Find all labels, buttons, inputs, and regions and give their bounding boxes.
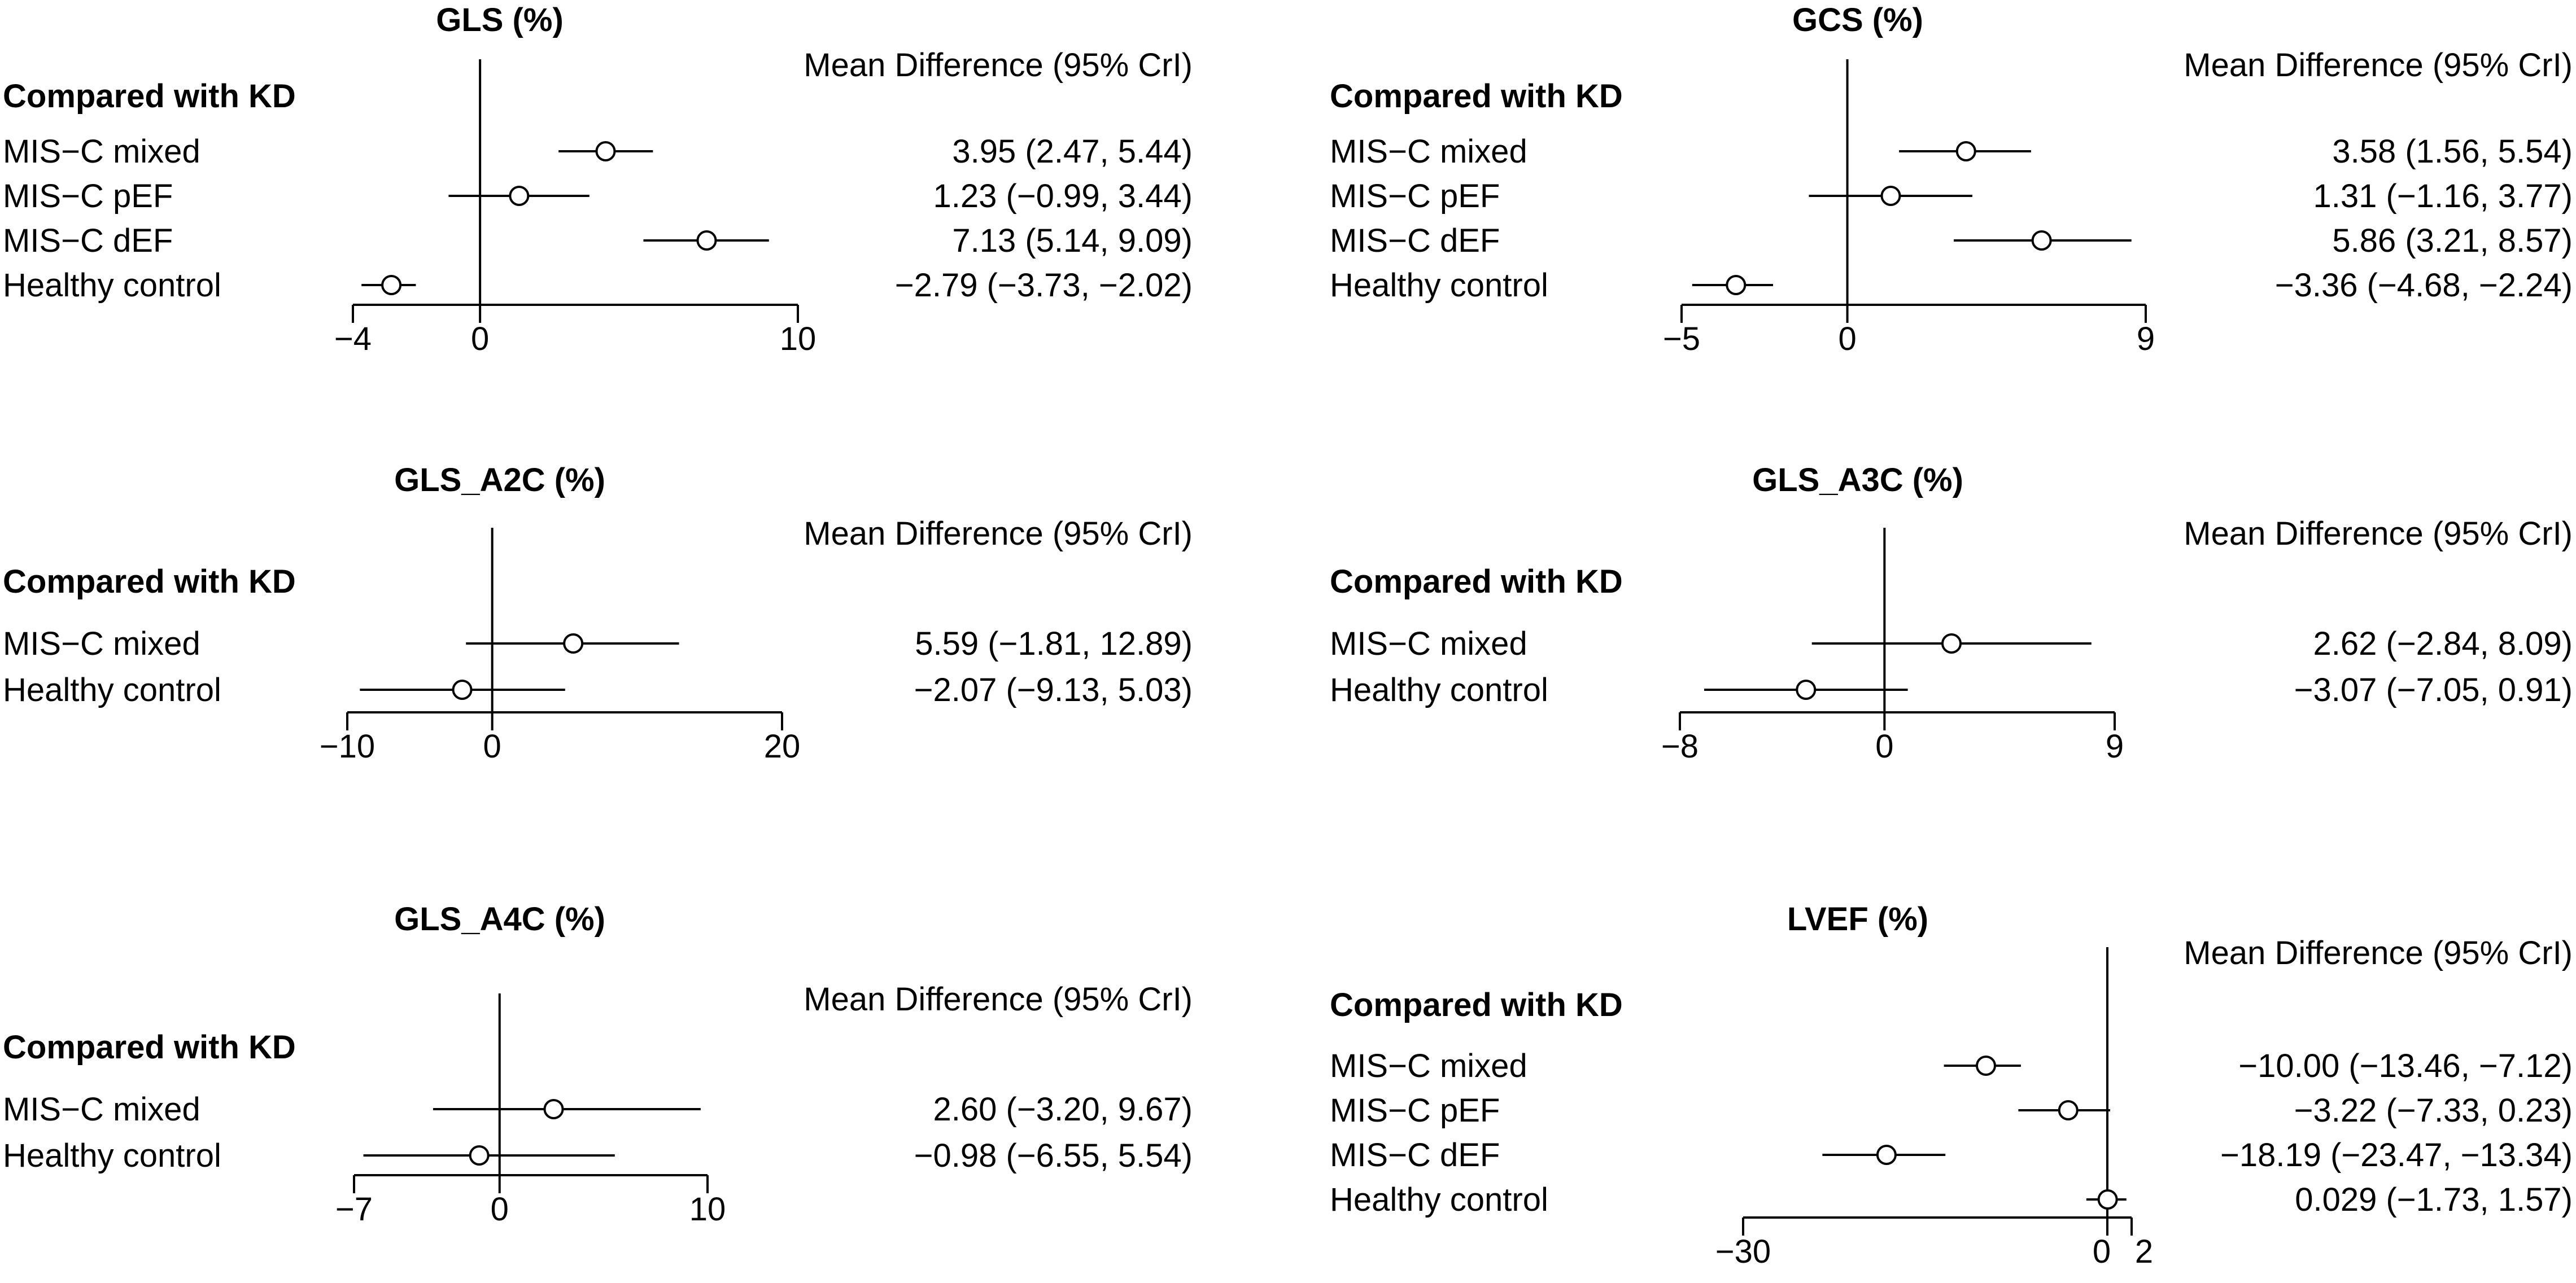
- row-value-text: −3.22 (−7.33, 0.23): [2294, 1092, 2573, 1129]
- x-tick-label: −7: [335, 1191, 373, 1228]
- row-value-text: 3.95 (2.47, 5.44): [952, 133, 1193, 170]
- row-label: MIS−C pEF: [3, 178, 173, 214]
- panel-title: GLS_A4C (%): [394, 901, 605, 938]
- row-label: Healthy control: [3, 267, 221, 304]
- panel-title: GLS_A3C (%): [1752, 462, 1963, 498]
- x-tick-label: 0: [2093, 1233, 2111, 1270]
- estimate-point: [1955, 141, 1976, 161]
- row-label: MIS−C mixed: [3, 1091, 200, 1128]
- estimate-point: [1880, 186, 1901, 206]
- x-tick-label: 0: [1875, 728, 1893, 765]
- group-heading: Compared with KD: [3, 1029, 296, 1066]
- forest-panel: GLS_A4C (%) Mean Difference (95% CrI) Comp…: [3, 901, 1193, 1228]
- group-heading: Compared with KD: [1330, 78, 1623, 115]
- row-label: Healthy control: [3, 1137, 221, 1174]
- row-label: MIS−C dEF: [3, 222, 173, 259]
- row-value-text: −2.07 (−9.13, 5.03): [914, 672, 1193, 708]
- estimate-point: [563, 633, 584, 654]
- estimate-point: [543, 1099, 564, 1119]
- forest-panel: GLS (%) Mean Difference (95% CrI) Compared…: [3, 2, 1193, 357]
- row-value-text: −2.79 (−3.73, −2.02): [895, 267, 1193, 304]
- x-tick-label: 0: [483, 728, 501, 765]
- group-heading: Compared with KD: [3, 563, 296, 600]
- x-tick-label: 0: [1838, 321, 1856, 357]
- estimate-point: [469, 1145, 490, 1166]
- row-value-text: 2.62 (−2.84, 8.09): [2313, 625, 2573, 662]
- row-label: MIS−C mixed: [3, 625, 200, 662]
- row-value-text: 5.86 (3.21, 8.57): [2332, 222, 2573, 259]
- x-tick-label: 20: [764, 728, 801, 765]
- panel-title: LVEF (%): [1787, 901, 1928, 938]
- row-value-text: 1.31 (−1.16, 3.77): [2313, 178, 2573, 214]
- row-label: Healthy control: [1330, 672, 1548, 708]
- row-label: MIS−C mixed: [3, 133, 200, 170]
- value-column-header: Mean Difference (95% CrI): [804, 47, 1193, 84]
- row-value-text: 2.60 (−3.20, 9.67): [933, 1091, 1193, 1128]
- group-heading: Compared with KD: [3, 78, 296, 115]
- x-tick-label: 0: [471, 321, 489, 357]
- panel-title: GLS (%): [436, 2, 564, 38]
- row-value-text: 3.58 (1.56, 5.54): [2332, 133, 2573, 170]
- row-value-text: 7.13 (5.14, 9.09): [952, 222, 1193, 259]
- row-value-text: 1.23 (−0.99, 3.44): [933, 178, 1193, 214]
- x-tick-label: 0: [491, 1191, 509, 1228]
- forest-panel: GLS_A3C (%) Mean Difference (95% CrI) Comp…: [1330, 462, 2573, 765]
- group-heading: Compared with KD: [1330, 563, 1623, 600]
- value-column-header: Mean Difference (95% CrI): [2184, 47, 2573, 84]
- estimate-point: [1726, 275, 1747, 295]
- row-label: MIS−C mixed: [1330, 625, 1527, 662]
- x-tick-label: 9: [2106, 728, 2124, 765]
- x-tick-label: −30: [1715, 1233, 1771, 1270]
- row-value-text: −3.36 (−4.68, −2.24): [2275, 267, 2573, 304]
- estimate-point: [595, 141, 616, 161]
- row-value-text: −0.98 (−6.55, 5.54): [914, 1137, 1193, 1174]
- value-column-header: Mean Difference (95% CrI): [2184, 515, 2573, 552]
- row-value-text: −3.07 (−7.05, 0.91): [2294, 672, 2573, 708]
- estimate-point: [1941, 633, 1962, 654]
- x-tick-label: −10: [320, 728, 375, 765]
- x-tick-label: 9: [2137, 321, 2155, 357]
- estimate-point: [452, 680, 473, 700]
- row-label: MIS−C pEF: [1330, 178, 1500, 214]
- estimate-point: [1796, 680, 1817, 700]
- value-column-header: Mean Difference (95% CrI): [2184, 935, 2573, 971]
- row-label: Healthy control: [1330, 267, 1548, 304]
- row-label: MIS−C mixed: [1330, 133, 1527, 170]
- estimate-point: [2058, 1100, 2079, 1120]
- forest-panel: LVEF (%) Mean Difference (95% CrI) Compare…: [1330, 901, 2573, 1270]
- row-value-text: −10.00 (−13.46, −7.12): [2238, 1048, 2573, 1084]
- x-tick-label: −5: [1663, 321, 1700, 357]
- forest-panel: GLS_A2C (%) Mean Difference (95% CrI) Comp…: [3, 462, 1193, 765]
- row-value-text: 5.59 (−1.81, 12.89): [915, 625, 1193, 662]
- row-label: Healthy control: [3, 672, 221, 708]
- estimate-point: [509, 186, 530, 206]
- row-label: Healthy control: [1330, 1181, 1548, 1218]
- row-label: MIS−C dEF: [1330, 222, 1500, 259]
- value-column-header: Mean Difference (95% CrI): [804, 981, 1193, 1018]
- value-column-header: Mean Difference (95% CrI): [804, 515, 1193, 552]
- estimate-point: [1976, 1056, 1996, 1076]
- x-tick-label: 10: [689, 1191, 726, 1228]
- estimate-point: [1876, 1145, 1897, 1165]
- panel-title: GLS_A2C (%): [394, 462, 605, 498]
- x-tick-label: −8: [1661, 728, 1699, 765]
- x-tick-label: 10: [780, 321, 817, 357]
- row-label: MIS−C mixed: [1330, 1048, 1527, 1084]
- panel-title: GCS (%): [1792, 2, 1923, 38]
- x-tick-label: 2: [2135, 1233, 2153, 1270]
- row-value-text: −18.19 (−23.47, −13.34): [2220, 1137, 2573, 1173]
- estimate-point: [2097, 1189, 2118, 1210]
- forest-panel: GCS (%) Mean Difference (95% CrI) Compared…: [1330, 2, 2573, 357]
- row-label: MIS−C dEF: [1330, 1137, 1500, 1173]
- estimate-point: [2031, 230, 2052, 251]
- x-tick-label: −4: [334, 321, 372, 357]
- row-value-text: 0.029 (−1.73, 1.57): [2295, 1181, 2573, 1218]
- row-label: MIS−C pEF: [1330, 1092, 1500, 1129]
- estimate-point: [696, 230, 717, 251]
- group-heading: Compared with KD: [1330, 987, 1623, 1023]
- estimate-point: [381, 275, 402, 295]
